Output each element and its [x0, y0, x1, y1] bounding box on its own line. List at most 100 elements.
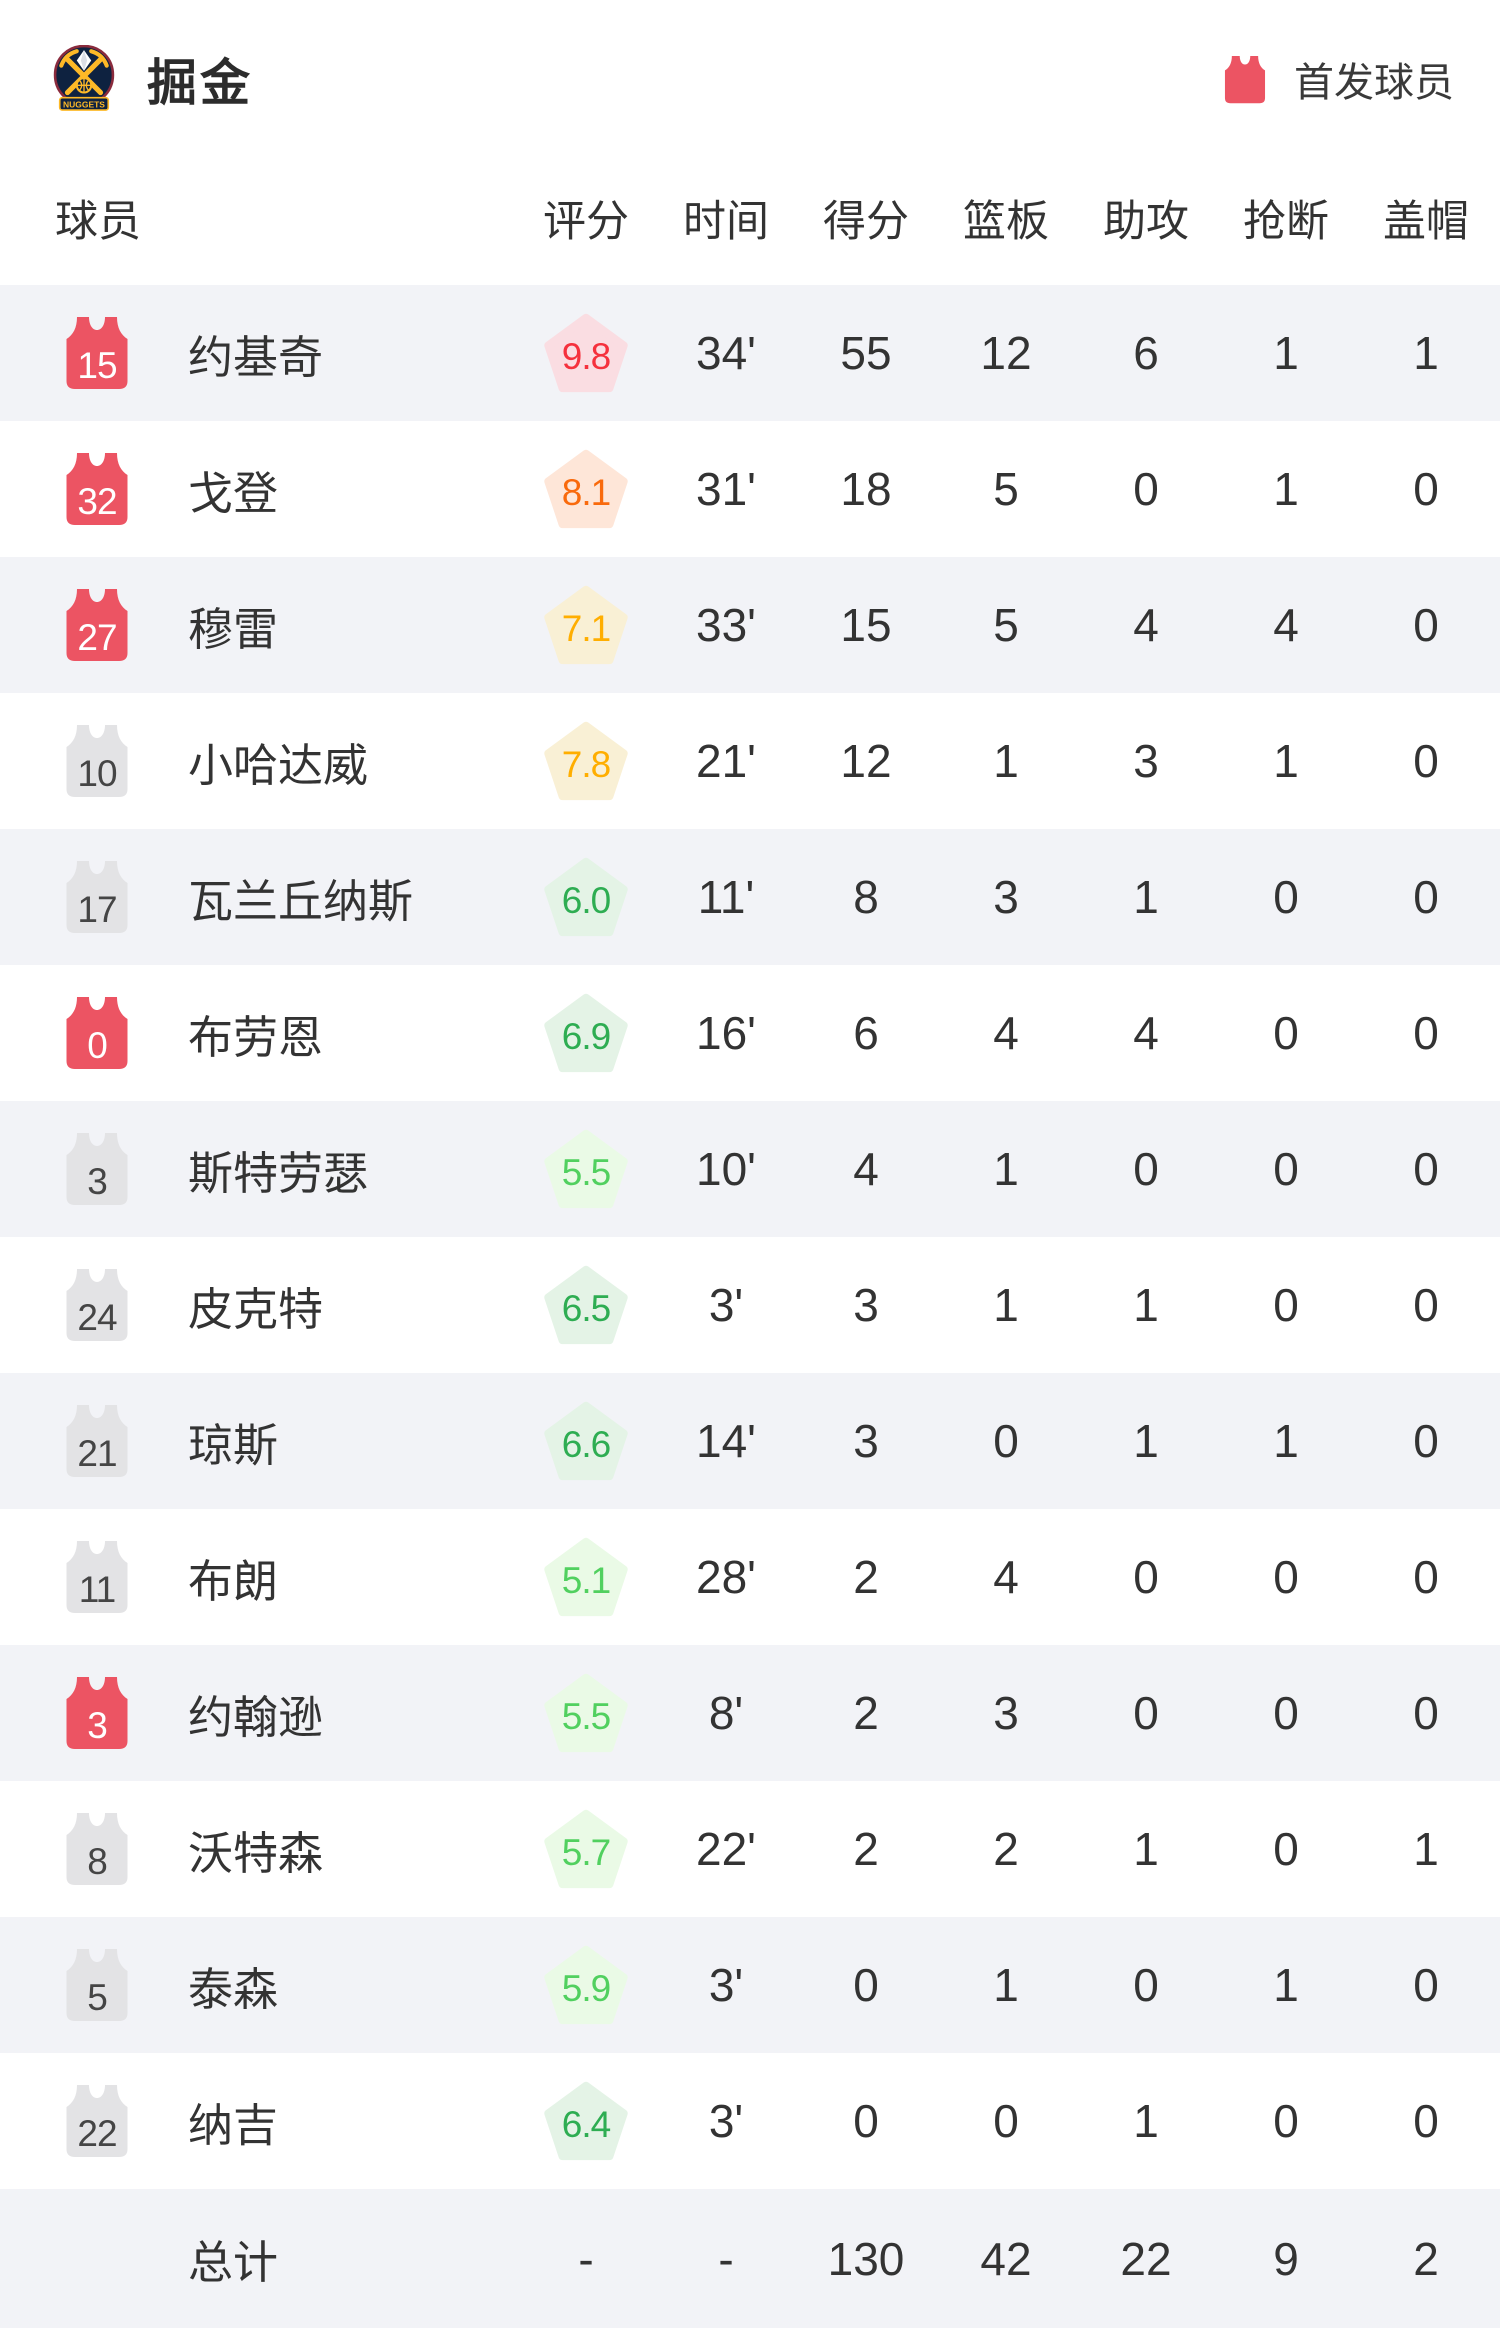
player-name[interactable]: 穆雷	[188, 603, 279, 655]
player-cell: 32 戈登	[0, 450, 516, 528]
stat-points: 8	[853, 871, 879, 923]
jersey-badge: 3	[62, 1674, 132, 1752]
jersey-number: 0	[87, 1025, 108, 1066]
stat-steals: 9	[1273, 2232, 1299, 2285]
stat-rebounds: 0	[993, 2095, 1019, 2147]
jersey-number: 3	[87, 1705, 108, 1746]
rating-value: 9.8	[561, 335, 611, 377]
player-name[interactable]: 纳吉	[188, 2099, 279, 2151]
jersey-badge: 21	[62, 1402, 132, 1480]
rating-value: 6.4	[561, 2103, 611, 2145]
jersey-number: 8	[87, 1841, 108, 1882]
table-row[interactable]: 22 纳吉 6.4 3' 0 0 1 0 0	[0, 2053, 1500, 2189]
stat-points: 0	[853, 1959, 879, 2011]
stat-rating-cell: 7.8	[516, 721, 656, 801]
stat-points: 4	[853, 1143, 879, 1195]
stat-minutes: 3'	[708, 2095, 744, 2147]
table-row[interactable]: 5 泰森 5.9 3' 0 1 0 1 0	[0, 1917, 1500, 2053]
table-row[interactable]: 3 斯特劳瑟 5.5 10' 4 1 0 0 0	[0, 1101, 1500, 1237]
column-header-rebounds: 篮板	[963, 198, 1049, 246]
player-cell: 5 泰森	[0, 1946, 516, 2024]
team-header: NUGGETS 掘金 首发球员	[0, 0, 1500, 114]
stat-rating-cell: 6.4	[516, 2081, 656, 2161]
table-row[interactable]: 3 约翰逊 5.5 8' 2 3 0 0 0	[0, 1645, 1500, 1781]
jersey-number: 5	[87, 1977, 108, 2018]
stat-rating-cell: 5.5	[516, 1673, 656, 1753]
jersey-badge: 15	[62, 314, 132, 392]
player-name[interactable]: 瓦兰丘纳斯	[188, 875, 414, 927]
player-name[interactable]: 戈登	[188, 467, 279, 519]
player-name[interactable]: 琼斯	[188, 1419, 279, 1471]
stat-assists: 0	[1133, 1959, 1159, 2011]
stat-assists: 1	[1133, 2095, 1159, 2147]
stat-assists: 1	[1133, 1823, 1159, 1875]
stat-steals: 1	[1273, 1415, 1299, 1467]
table-row[interactable]: 11 布朗 5.1 28' 2 4 0 0 0	[0, 1509, 1500, 1645]
rating-badge: 5.5	[544, 1673, 628, 1753]
jersey-badge: 10	[62, 722, 132, 800]
jersey-badge: 22	[62, 2082, 132, 2160]
player-name[interactable]: 约翰逊	[188, 1691, 324, 1743]
table-row[interactable]: 10 小哈达威 7.8 21' 12 1 3 1 0	[0, 693, 1500, 829]
jersey-badge: 32	[62, 450, 132, 528]
rating-value: 6.5	[561, 1287, 611, 1329]
stat-rating-cell: 5.5	[516, 1129, 656, 1209]
stat-minutes: 3'	[708, 1279, 744, 1331]
jersey-number: 15	[77, 345, 117, 386]
player-name[interactable]: 斯特劳瑟	[188, 1147, 369, 1199]
rating-value: 6.0	[561, 879, 611, 921]
stat-assists: 1	[1133, 1279, 1159, 1331]
stat-blocks: 0	[1413, 1415, 1439, 1467]
table-row[interactable]: 17 瓦兰丘纳斯 6.0 11' 8 3 1 0 0	[0, 829, 1500, 965]
player-name[interactable]: 布朗	[188, 1555, 279, 1607]
stat-points: 130	[827, 2232, 905, 2285]
rating-value: 5.5	[561, 1695, 611, 1737]
jersey-badge: 17	[62, 858, 132, 936]
stat-blocks: 0	[1413, 599, 1439, 651]
table-row[interactable]: 0 布劳恩 6.9 16' 6 4 4 0 0	[0, 965, 1500, 1101]
stat-rebounds: 1	[993, 1959, 1019, 2011]
stat-assists: 0	[1133, 1551, 1159, 1603]
stat-rebounds: 3	[993, 871, 1019, 923]
rating-value: 5.7	[561, 1831, 611, 1873]
rating-value: 6.6	[561, 1423, 611, 1465]
table-row[interactable]: 24 皮克特 6.5 3' 3 1 1 0 0	[0, 1237, 1500, 1373]
stat-assists: 4	[1133, 1007, 1159, 1059]
player-name[interactable]: 泰森	[188, 1963, 279, 2015]
stat-points: 18	[840, 463, 892, 515]
player-name[interactable]: 皮克特	[188, 1283, 324, 1335]
table-row[interactable]: 27 穆雷 7.1 33' 15 5 4 4 0	[0, 557, 1500, 693]
stat-minutes: 21'	[696, 735, 756, 787]
stat-minutes: 8'	[708, 1687, 744, 1739]
column-header-player: 球员	[55, 198, 141, 246]
jersey-badge: 8	[62, 1810, 132, 1888]
jersey-badge: 11	[62, 1538, 132, 1616]
jersey-number: 11	[78, 1569, 116, 1610]
stat-steals: 0	[1273, 1687, 1299, 1739]
player-name[interactable]: 布劳恩	[188, 1011, 324, 1063]
player-name[interactable]: 沃特森	[188, 1827, 324, 1879]
player-cell: 22 纳吉	[0, 2082, 516, 2160]
stat-steals: 0	[1273, 1823, 1299, 1875]
stat-blocks: 1	[1413, 327, 1439, 379]
jersey-number: 27	[77, 617, 117, 658]
stat-rating-cell: 6.0	[516, 857, 656, 937]
table-row[interactable]: 32 戈登 8.1 31' 18 5 0 1 0	[0, 421, 1500, 557]
player-name[interactable]: 小哈达威	[188, 739, 369, 791]
jersey-number: 22	[77, 2113, 117, 2154]
jersey-badge: 3	[62, 1130, 132, 1208]
player-name[interactable]: 总计	[188, 2237, 279, 2288]
table-row[interactable]: 15 约基奇 9.8 34' 55 12 6 1 1	[0, 285, 1500, 421]
player-name[interactable]: 约基奇	[188, 331, 324, 383]
rating-badge: 5.7	[544, 1809, 628, 1889]
stat-rating-cell: 8.1	[516, 449, 656, 529]
stat-minutes: 10'	[696, 1143, 756, 1195]
rating-value: 5.9	[561, 1967, 611, 2009]
column-header-points: 得分	[823, 198, 909, 246]
table-row[interactable]: 8 沃特森 5.7 22' 2 2 1 0 1	[0, 1781, 1500, 1917]
rating-badge: 5.1	[544, 1537, 628, 1617]
table-row[interactable]: 21 琼斯 6.6 14' 3 0 1 1 0	[0, 1373, 1500, 1509]
jersey-badge: 24	[62, 1266, 132, 1344]
rating-value: 5.5	[561, 1151, 611, 1193]
